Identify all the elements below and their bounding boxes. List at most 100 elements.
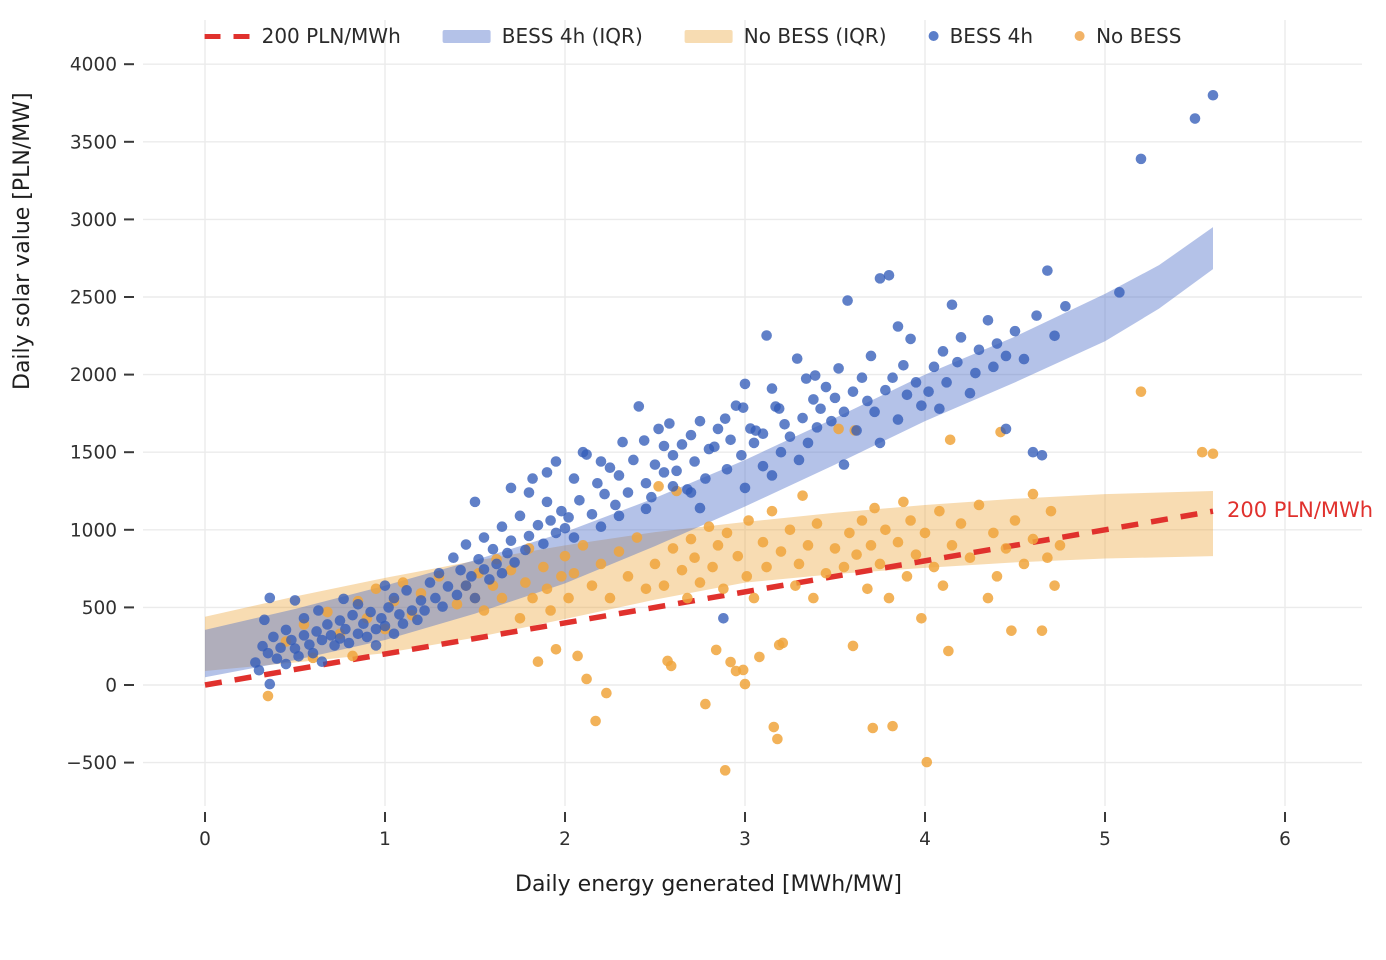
x-tick-label: 3 bbox=[739, 829, 751, 850]
scatter-point bbox=[773, 403, 785, 414]
scatter-point bbox=[1196, 446, 1208, 458]
scatter-point bbox=[286, 634, 297, 646]
band-swatch-icon bbox=[684, 29, 733, 43]
legend-item-no-bess[interactable]: No BESS bbox=[1075, 24, 1181, 48]
scatter-point bbox=[520, 577, 531, 588]
scatter-point bbox=[712, 423, 724, 435]
scatter-point bbox=[743, 515, 754, 526]
scatter-point bbox=[383, 602, 394, 613]
scatter-point bbox=[298, 612, 310, 624]
scatter-point bbox=[653, 423, 664, 435]
scatter-point bbox=[811, 422, 823, 433]
scatter-point bbox=[800, 373, 812, 384]
scatter-point bbox=[700, 473, 711, 484]
scatter-point bbox=[719, 413, 731, 424]
scatter-point bbox=[851, 549, 862, 560]
scatter-point bbox=[388, 628, 400, 640]
scatter-point bbox=[313, 605, 324, 616]
legend-label: No BESS (IQR) bbox=[743, 24, 887, 48]
scatter-point bbox=[664, 418, 675, 429]
scatter-point bbox=[550, 527, 562, 539]
scatter-point bbox=[941, 377, 952, 388]
scatter-point bbox=[973, 499, 985, 511]
scatter-point bbox=[790, 580, 801, 591]
scatter-point bbox=[298, 630, 310, 641]
scatter-point bbox=[892, 414, 904, 425]
scatter-point bbox=[466, 571, 477, 582]
scatter-point bbox=[352, 628, 364, 640]
scatter-point bbox=[862, 583, 873, 595]
scatter-point bbox=[307, 647, 319, 659]
scatter-point bbox=[737, 664, 749, 676]
scatter-point bbox=[665, 660, 677, 672]
scatter-point bbox=[910, 377, 922, 388]
scatter-point bbox=[556, 571, 567, 582]
scatter-point bbox=[640, 583, 652, 595]
scatter-point bbox=[797, 490, 808, 501]
scatter-point bbox=[406, 605, 418, 616]
scatter-point bbox=[563, 512, 574, 523]
scatter-point bbox=[916, 612, 927, 624]
scatter-point bbox=[725, 434, 736, 446]
scatter-point bbox=[361, 631, 373, 643]
scatter-point bbox=[988, 527, 999, 539]
scatter-point bbox=[572, 650, 583, 662]
scatter-point bbox=[685, 487, 697, 498]
scatter-point bbox=[748, 592, 760, 604]
scatter-point bbox=[811, 518, 823, 529]
scatter-point bbox=[523, 487, 535, 498]
scatter-point bbox=[741, 571, 753, 582]
scatter-point bbox=[982, 592, 994, 604]
scatter-point bbox=[415, 595, 427, 606]
scatter-point bbox=[685, 429, 697, 441]
scatter-point bbox=[268, 631, 279, 643]
scatter-point bbox=[358, 618, 369, 629]
legend-label: BESS 4h (IQR) bbox=[501, 24, 643, 48]
scatter-point bbox=[772, 733, 783, 745]
scatter-point bbox=[862, 395, 873, 407]
scatter-point bbox=[1018, 558, 1030, 570]
scatter-point bbox=[808, 592, 819, 604]
scatter-point bbox=[394, 609, 405, 620]
scatter-point bbox=[867, 722, 879, 734]
legend-item-200-pln-mwh[interactable]: 200 PLN/MWh bbox=[204, 24, 401, 48]
scatter-point bbox=[653, 481, 664, 492]
y-tick-label: 3000 bbox=[70, 210, 117, 231]
scatter-point bbox=[703, 521, 715, 532]
scatter-point bbox=[851, 425, 862, 436]
scatter-point bbox=[478, 532, 490, 543]
scatter-point bbox=[541, 496, 553, 508]
scatter-point bbox=[901, 571, 913, 582]
scatter-point bbox=[874, 437, 886, 449]
scatter-point bbox=[559, 550, 571, 562]
legend-item-no-bess-iqr[interactable]: No BESS (IQR) bbox=[684, 24, 887, 48]
scatter-point bbox=[883, 592, 895, 604]
y-tick-label: 3500 bbox=[70, 132, 117, 153]
scatter-point bbox=[757, 536, 769, 548]
scatter-point bbox=[757, 460, 769, 472]
scatter-point bbox=[590, 715, 601, 727]
scatter-point bbox=[869, 502, 880, 514]
scatter-point bbox=[793, 454, 805, 466]
scatter-point bbox=[682, 592, 693, 604]
scatter-point bbox=[991, 571, 1003, 582]
scatter-point bbox=[262, 690, 274, 702]
scatter-point bbox=[779, 418, 790, 430]
scatter-point bbox=[1189, 113, 1201, 124]
scatter-point bbox=[1027, 533, 1039, 545]
scatter-point bbox=[1042, 265, 1053, 276]
scatter-point bbox=[737, 402, 749, 413]
scatter-point bbox=[766, 470, 778, 481]
scatter-point bbox=[905, 333, 916, 345]
legend-item-bess-4h-iqr[interactable]: BESS 4h (IQR) bbox=[442, 24, 643, 48]
scatter-point bbox=[550, 644, 562, 655]
scatter-point bbox=[1000, 543, 1012, 554]
scatter-point bbox=[761, 330, 772, 341]
legend-item-bess-4h[interactable]: BESS 4h bbox=[928, 24, 1033, 48]
scatter-point bbox=[658, 440, 670, 452]
scatter-point bbox=[667, 481, 679, 492]
legend: 200 PLN/MWh BESS 4h (IQR) No BESS (IQR) … bbox=[204, 24, 1181, 48]
scatter-point bbox=[604, 592, 616, 604]
scatter-point bbox=[844, 527, 855, 539]
scatter-point bbox=[777, 637, 789, 649]
